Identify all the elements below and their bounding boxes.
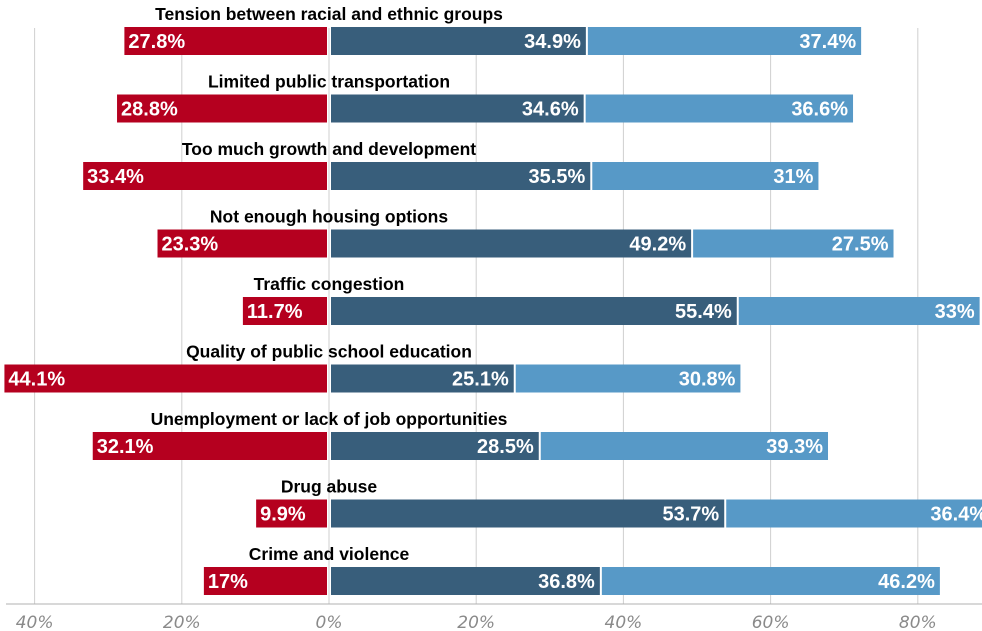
bar-segment — [738, 297, 980, 325]
bar-segment — [203, 567, 327, 595]
bar-segment — [587, 27, 862, 55]
bar-segment — [693, 229, 894, 258]
category-label: Tension between racial and ethnic groups — [155, 4, 503, 24]
bar-segment — [331, 229, 692, 258]
value-label: 36.8% — [538, 571, 595, 593]
x-tick-label: 40% — [16, 613, 54, 631]
value-label: 25.1% — [452, 369, 509, 391]
value-label: 33% — [935, 301, 975, 323]
value-label: 49.2% — [629, 234, 686, 256]
bar-segment — [585, 94, 854, 123]
bar-segment — [601, 567, 940, 595]
value-label: 23.3% — [162, 234, 219, 256]
bar-segment — [117, 94, 327, 123]
value-label: 31% — [773, 166, 813, 188]
value-label: 46.2% — [878, 571, 935, 593]
category-label: Drug abuse — [281, 477, 378, 497]
value-label: 53.7% — [663, 504, 720, 526]
value-label: 11.7% — [247, 301, 303, 323]
value-label: 17% — [208, 571, 248, 593]
value-label: 55.4% — [675, 301, 732, 323]
category-label: Not enough housing options — [210, 207, 448, 227]
value-label: 39.3% — [766, 436, 823, 458]
x-tick-label: 0% — [316, 613, 343, 631]
bar-segment — [242, 297, 327, 325]
x-tick-label: 40% — [605, 613, 643, 631]
bar-segment — [256, 499, 327, 528]
category-label: Crime and violence — [249, 544, 410, 564]
category-label: Too much growth and development — [182, 139, 476, 159]
value-label: 37.4% — [799, 31, 856, 53]
category-label: Traffic congestion — [254, 274, 405, 294]
category-label: Limited public transportation — [208, 72, 450, 92]
x-tick-label: 80% — [899, 613, 937, 631]
x-tick-label: 20% — [457, 613, 495, 631]
bar-segment — [331, 364, 514, 393]
value-label: 34.9% — [524, 31, 581, 53]
value-label: 28.8% — [121, 99, 178, 121]
category-label: Unemployment or lack of job opportunitie… — [151, 409, 508, 429]
x-tick-label: 60% — [752, 613, 790, 631]
bar-segment — [515, 364, 741, 393]
bar-segment — [331, 567, 600, 595]
bar-segment — [331, 27, 586, 55]
value-label: 30.8% — [679, 369, 736, 391]
value-label: 36.6% — [791, 99, 848, 121]
bar-segment — [331, 499, 725, 528]
category-labels: Tension between racial and ethnic groups… — [151, 4, 508, 564]
value-label: 28.5% — [477, 436, 534, 458]
bar-segment — [592, 162, 819, 190]
value-label: 36.4% — [930, 504, 982, 526]
category-label: Quality of public school education — [186, 342, 472, 362]
value-label: 9.9% — [260, 504, 306, 526]
value-label: 27.8% — [128, 31, 185, 53]
bar-segment — [331, 297, 737, 325]
value-label: 27.5% — [832, 234, 889, 256]
x-axis: 40% 20% 0% 20% 40% 60% 80% — [6, 603, 982, 631]
value-label: 33.4% — [87, 166, 144, 188]
value-label: 44.1% — [8, 369, 65, 391]
bar-segment — [331, 162, 591, 190]
bars: 27.8% 34.9% 37.4% 28.8% 34.6% 36.6% 33.4% 35.5%… — [4, 27, 982, 595]
value-label: 32.1% — [97, 436, 154, 458]
bar-segment — [92, 432, 327, 460]
bar-segment — [726, 499, 982, 528]
value-label: 34.6% — [522, 99, 579, 121]
bar-segment — [83, 162, 328, 190]
bar-segment — [157, 229, 327, 258]
bar-segment — [124, 27, 327, 55]
bar-segment — [4, 364, 327, 393]
bar-segment — [331, 94, 584, 123]
value-label: 35.5% — [529, 166, 586, 188]
x-tick-label: 20% — [163, 613, 201, 631]
bar-segment — [331, 432, 539, 460]
bar-segment — [540, 432, 829, 460]
